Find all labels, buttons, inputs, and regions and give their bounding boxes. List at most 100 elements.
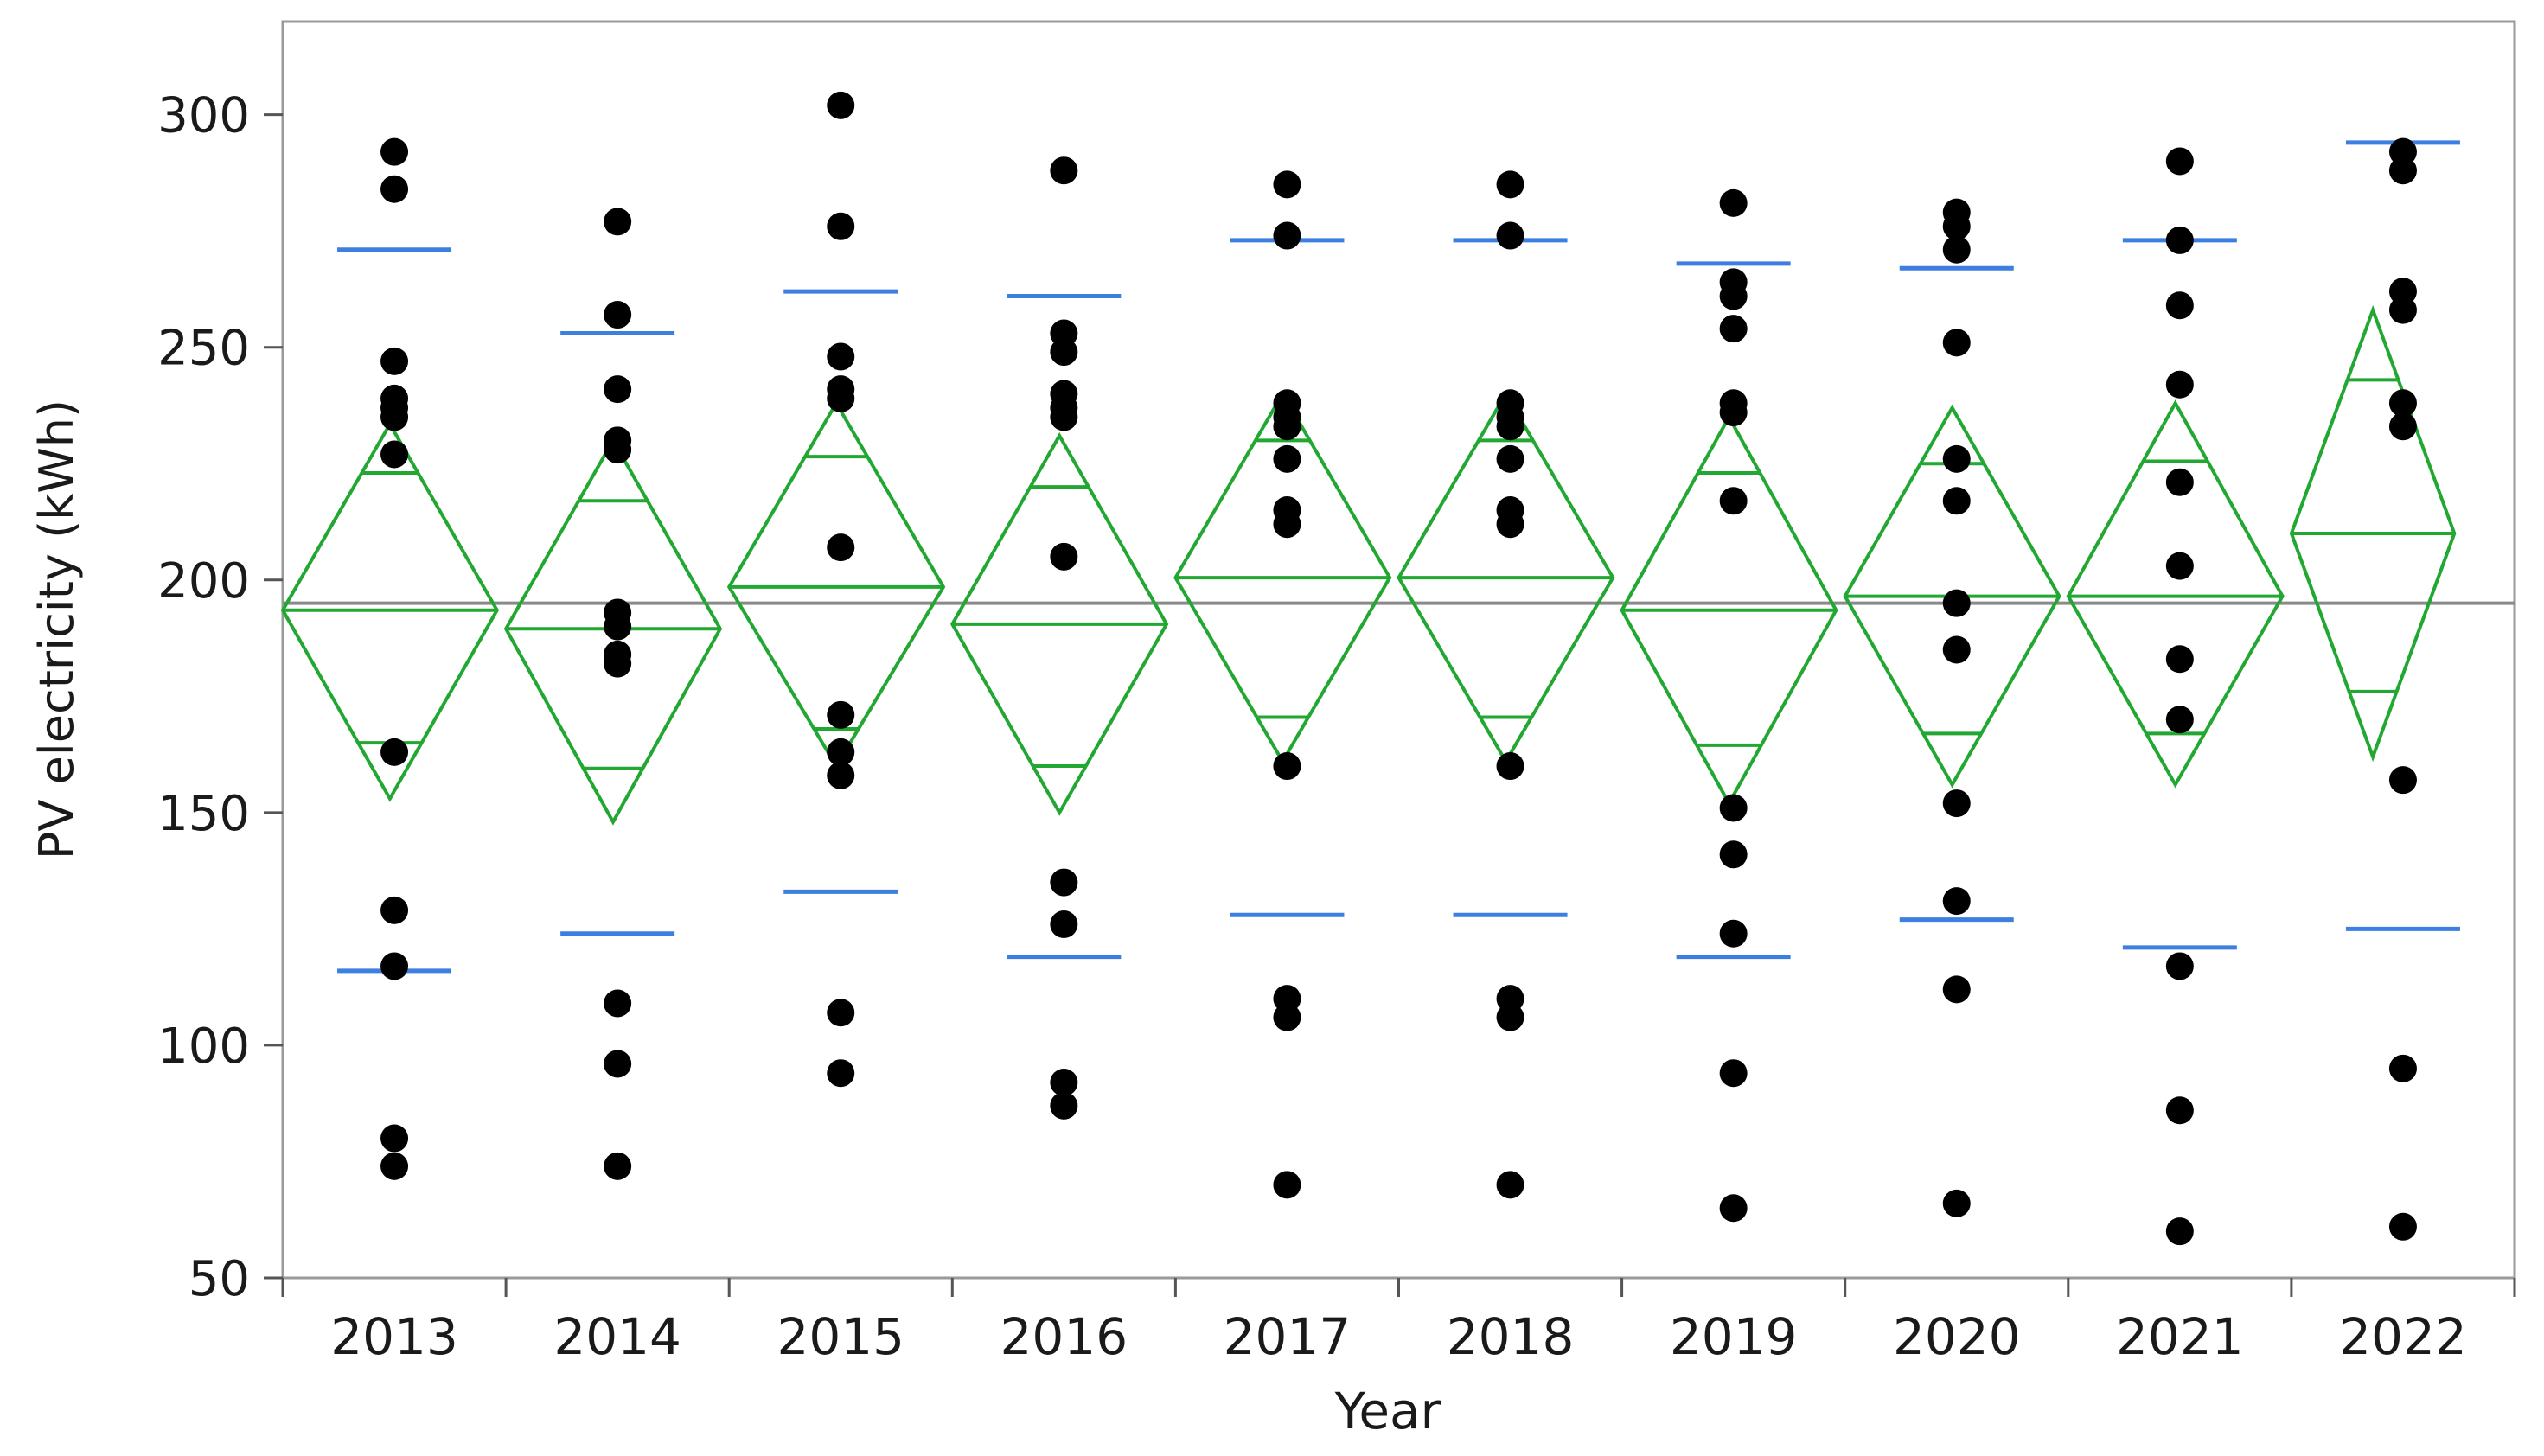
x-tick-label: 2016	[1000, 1307, 1128, 1366]
data-point	[1050, 868, 1078, 897]
data-point	[1942, 635, 1971, 664]
data-point	[1942, 589, 1971, 617]
data-point	[380, 738, 409, 766]
data-point	[2388, 156, 2417, 185]
x-tick-label: 2019	[1670, 1307, 1798, 1366]
data-point	[1273, 1171, 1301, 1199]
data-point	[1050, 156, 1078, 185]
data-point	[1942, 444, 1971, 473]
data-point	[827, 212, 855, 240]
x-tick-label: 2017	[1224, 1307, 1352, 1366]
data-point	[1050, 542, 1078, 571]
data-point	[604, 612, 632, 641]
data-point	[604, 1050, 632, 1078]
data-point	[1273, 510, 1301, 539]
data-point	[2388, 296, 2417, 324]
data-point	[380, 896, 409, 924]
x-axis-title: Year	[1334, 1382, 1441, 1440]
data-point	[1496, 444, 1524, 473]
data-point	[1273, 1003, 1301, 1031]
x-tick-label: 2014	[553, 1307, 681, 1366]
data-point	[1273, 444, 1301, 473]
data-point	[1496, 752, 1524, 781]
data-point	[1496, 1171, 1524, 1199]
data-point	[380, 1124, 409, 1153]
data-point	[604, 375, 632, 404]
data-point	[1050, 338, 1078, 367]
data-point	[1719, 282, 1748, 310]
data-point	[2165, 1217, 2194, 1246]
data-point	[1942, 887, 1971, 916]
data-point	[1719, 1059, 1748, 1088]
data-point	[380, 952, 409, 980]
data-point	[1050, 1091, 1078, 1120]
x-tick-label: 2015	[777, 1307, 904, 1366]
data-point	[1273, 752, 1301, 781]
data-point	[827, 384, 855, 412]
data-point	[827, 700, 855, 729]
data-point	[1942, 789, 1971, 818]
data-point	[1050, 1068, 1078, 1096]
data-point	[2388, 412, 2417, 441]
data-point	[2165, 468, 2194, 496]
data-point	[2165, 552, 2194, 580]
data-point	[1273, 221, 1301, 250]
y-tick-label: 50	[189, 1251, 250, 1307]
data-point	[1273, 170, 1301, 199]
data-point	[827, 342, 855, 371]
data-point	[1719, 315, 1748, 343]
data-point	[380, 175, 409, 203]
x-tick-label: 2020	[1893, 1307, 2021, 1366]
data-point	[1942, 1189, 1971, 1217]
data-point	[2165, 370, 2194, 399]
data-point	[2165, 147, 2194, 176]
y-tick-label: 200	[157, 553, 250, 610]
x-tick-label: 2021	[2116, 1307, 2244, 1366]
y-tick-label: 300	[157, 88, 250, 144]
data-point	[827, 533, 855, 562]
data-point	[2388, 1054, 2417, 1082]
data-point	[2165, 226, 2194, 254]
y-tick-label: 150	[157, 786, 250, 842]
data-point	[827, 91, 855, 119]
x-tick-label: 2013	[330, 1307, 458, 1366]
data-point	[380, 347, 409, 375]
data-point	[1719, 487, 1748, 515]
data-point	[380, 440, 409, 469]
data-point	[380, 403, 409, 431]
data-point	[1273, 412, 1301, 441]
data-point	[604, 1152, 632, 1180]
data-point	[380, 1152, 409, 1180]
data-point	[604, 989, 632, 1018]
data-point	[2388, 389, 2417, 418]
data-point	[604, 649, 632, 678]
data-point	[1719, 1194, 1748, 1223]
data-point	[2388, 766, 2417, 795]
x-tick-label: 2022	[2339, 1307, 2467, 1366]
data-point	[1942, 487, 1971, 515]
data-point	[1050, 403, 1078, 431]
data-point	[827, 1059, 855, 1088]
data-point	[1496, 170, 1524, 199]
data-point	[2165, 952, 2194, 980]
data-point	[1719, 188, 1748, 217]
data-point	[1942, 975, 1971, 1004]
data-point	[1496, 221, 1524, 250]
data-point	[2165, 645, 2194, 674]
data-point	[1719, 794, 1748, 822]
data-point	[1719, 919, 1748, 948]
data-point	[827, 761, 855, 789]
y-tick-label: 250	[157, 321, 250, 377]
data-point	[827, 738, 855, 766]
data-point	[1719, 399, 1748, 427]
data-point	[1942, 212, 1971, 240]
data-point	[1496, 510, 1524, 539]
y-tick-label: 100	[157, 1019, 250, 1075]
x-tick-label: 2018	[1447, 1307, 1575, 1366]
data-point	[604, 301, 632, 329]
data-point	[604, 208, 632, 236]
data-point	[2388, 1212, 2417, 1241]
data-point	[1942, 329, 1971, 357]
data-point	[2165, 291, 2194, 320]
